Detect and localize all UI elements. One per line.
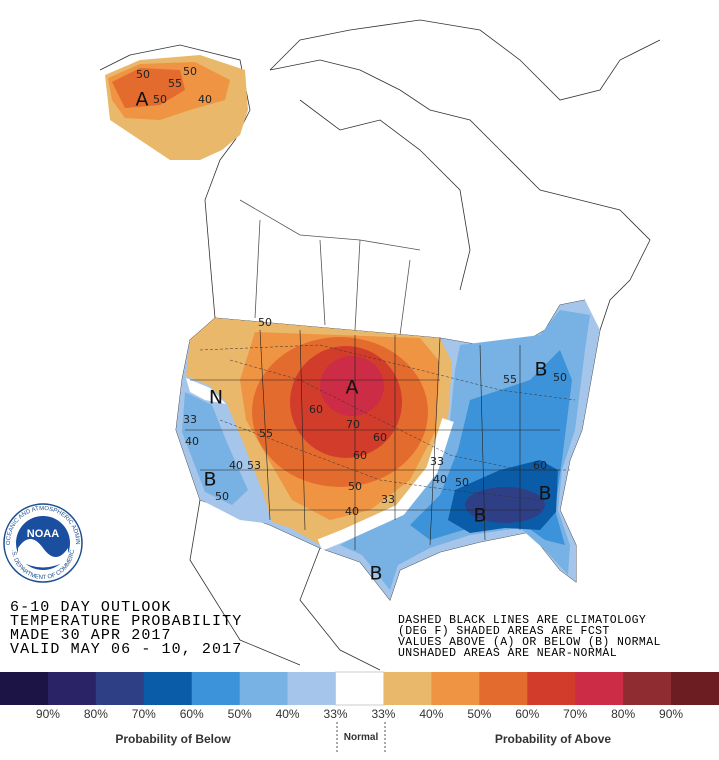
- contour-label: 60: [309, 403, 323, 416]
- legend-swatch: [383, 672, 432, 705]
- region-letter: N: [209, 387, 223, 409]
- legend-label: 33%: [371, 707, 395, 721]
- legend-label: 80%: [84, 707, 108, 721]
- conus-shading: [176, 300, 600, 600]
- legend-swatch: [335, 671, 385, 706]
- contour-label: 70: [346, 418, 360, 431]
- legend-label: 50%: [228, 707, 252, 721]
- region-letter: A: [346, 377, 359, 399]
- contour-label: 50: [553, 371, 567, 384]
- legend-caption: Normal: [344, 732, 379, 743]
- logo-name: NOAA: [27, 528, 59, 540]
- note-line: VALUES ABOVE (A) OR BELOW (B) NORMAL: [398, 636, 661, 649]
- legend-label: 60%: [180, 707, 204, 721]
- contour-label: 60: [373, 431, 387, 444]
- contour-label: 55: [259, 427, 273, 440]
- contour-label: 50: [258, 316, 272, 329]
- contour-label: 50: [183, 65, 197, 78]
- note-line: DASHED BLACK LINES ARE CLIMATOLOGY: [398, 614, 646, 627]
- header: 6-10 DAY OUTLOOK TEMPERATURE PROBABILITY…: [10, 599, 242, 658]
- legend-label: 40%: [419, 707, 443, 721]
- note-line: (DEG F) SHADED AREAS ARE FCST: [398, 625, 610, 638]
- contour-label: 50: [153, 93, 167, 106]
- region-letter: B: [203, 469, 216, 491]
- legend-label: 80%: [611, 707, 635, 721]
- legend-swatch: [527, 672, 576, 705]
- header-line: MADE 30 APR 2017: [10, 627, 172, 644]
- legend-swatch: [671, 672, 719, 705]
- region-letter: B: [538, 483, 551, 505]
- note-line: UNSHADED AREAS ARE NEAR-NORMAL: [398, 647, 617, 660]
- legend-caption: Probability of Below: [115, 732, 231, 746]
- legend-label: 90%: [659, 707, 683, 721]
- legend-swatch: [623, 672, 672, 705]
- contour-label: 55: [168, 77, 182, 90]
- header-line: 6-10 DAY OUTLOOK: [10, 599, 172, 616]
- contour-label: 33: [381, 493, 395, 506]
- contour-label: 50: [455, 476, 469, 489]
- contour-label: 60: [533, 459, 547, 472]
- contour-label: 33: [183, 413, 197, 426]
- contour-label: 33: [430, 455, 444, 468]
- legend-swatch: [0, 672, 49, 705]
- legend-swatch: [479, 672, 528, 705]
- contour-label: 40: [229, 459, 243, 472]
- region-letter: B: [369, 563, 382, 585]
- legend-label: 70%: [563, 707, 587, 721]
- legend-caption: Probability of Above: [495, 732, 612, 746]
- legend-swatch: [143, 672, 193, 705]
- contour-label: 40: [433, 473, 447, 486]
- legend-swatch: [431, 672, 480, 705]
- contour-label: 60: [353, 449, 367, 462]
- region-letter: A: [136, 89, 149, 111]
- region-letter: B: [534, 359, 547, 381]
- legend-swatch: [47, 672, 97, 705]
- legend: Probability of Below Normal Probability …: [0, 671, 719, 752]
- contour-label: 40: [345, 505, 359, 518]
- legend-swatch: [287, 672, 337, 705]
- logo-ring-bottom: U.S. DEPARTMENT OF COMMERCE: [0, 0, 76, 581]
- logo-ring-top-text: NATIONAL OCEANIC AND ATMOSPHERIC ADMINIS…: [0, 0, 80, 545]
- legend-label: 60%: [515, 707, 539, 721]
- contour-label: 53: [247, 459, 261, 472]
- alaska-shading: [105, 55, 248, 160]
- legend-swatch: [575, 672, 624, 705]
- legend-label: 40%: [276, 707, 300, 721]
- legend-label: 70%: [132, 707, 156, 721]
- logo-ring-bottom-text: U.S. DEPARTMENT OF COMMERCE: [0, 0, 76, 581]
- contour-label: 50: [348, 480, 362, 493]
- legend-swatch: [191, 672, 241, 705]
- header-line: VALID MAY 06 - 10, 2017: [10, 641, 242, 658]
- logo-ring-top: NATIONAL OCEANIC AND ATMOSPHERIC ADMINIS…: [0, 0, 80, 545]
- legend-label: 90%: [36, 707, 60, 721]
- legend-swatch: [239, 672, 289, 705]
- contour-label: 40: [185, 435, 199, 448]
- contour-label: 50: [136, 68, 150, 81]
- contour-label: 40: [198, 93, 212, 106]
- legend-label: 33%: [324, 707, 348, 721]
- region-letter: B: [473, 505, 486, 527]
- legend-label: 50%: [467, 707, 491, 721]
- legend-swatch: [95, 672, 145, 705]
- notes: DASHED BLACK LINES ARE CLIMATOLOGY (DEG …: [398, 614, 661, 660]
- noaa-logo: NATIONAL OCEANIC AND ATMOSPHERIC ADMINIS…: [0, 0, 83, 583]
- contour-label: 55: [503, 373, 517, 386]
- contour-label: 50: [215, 490, 229, 503]
- header-line: TEMPERATURE PROBABILITY: [10, 613, 242, 630]
